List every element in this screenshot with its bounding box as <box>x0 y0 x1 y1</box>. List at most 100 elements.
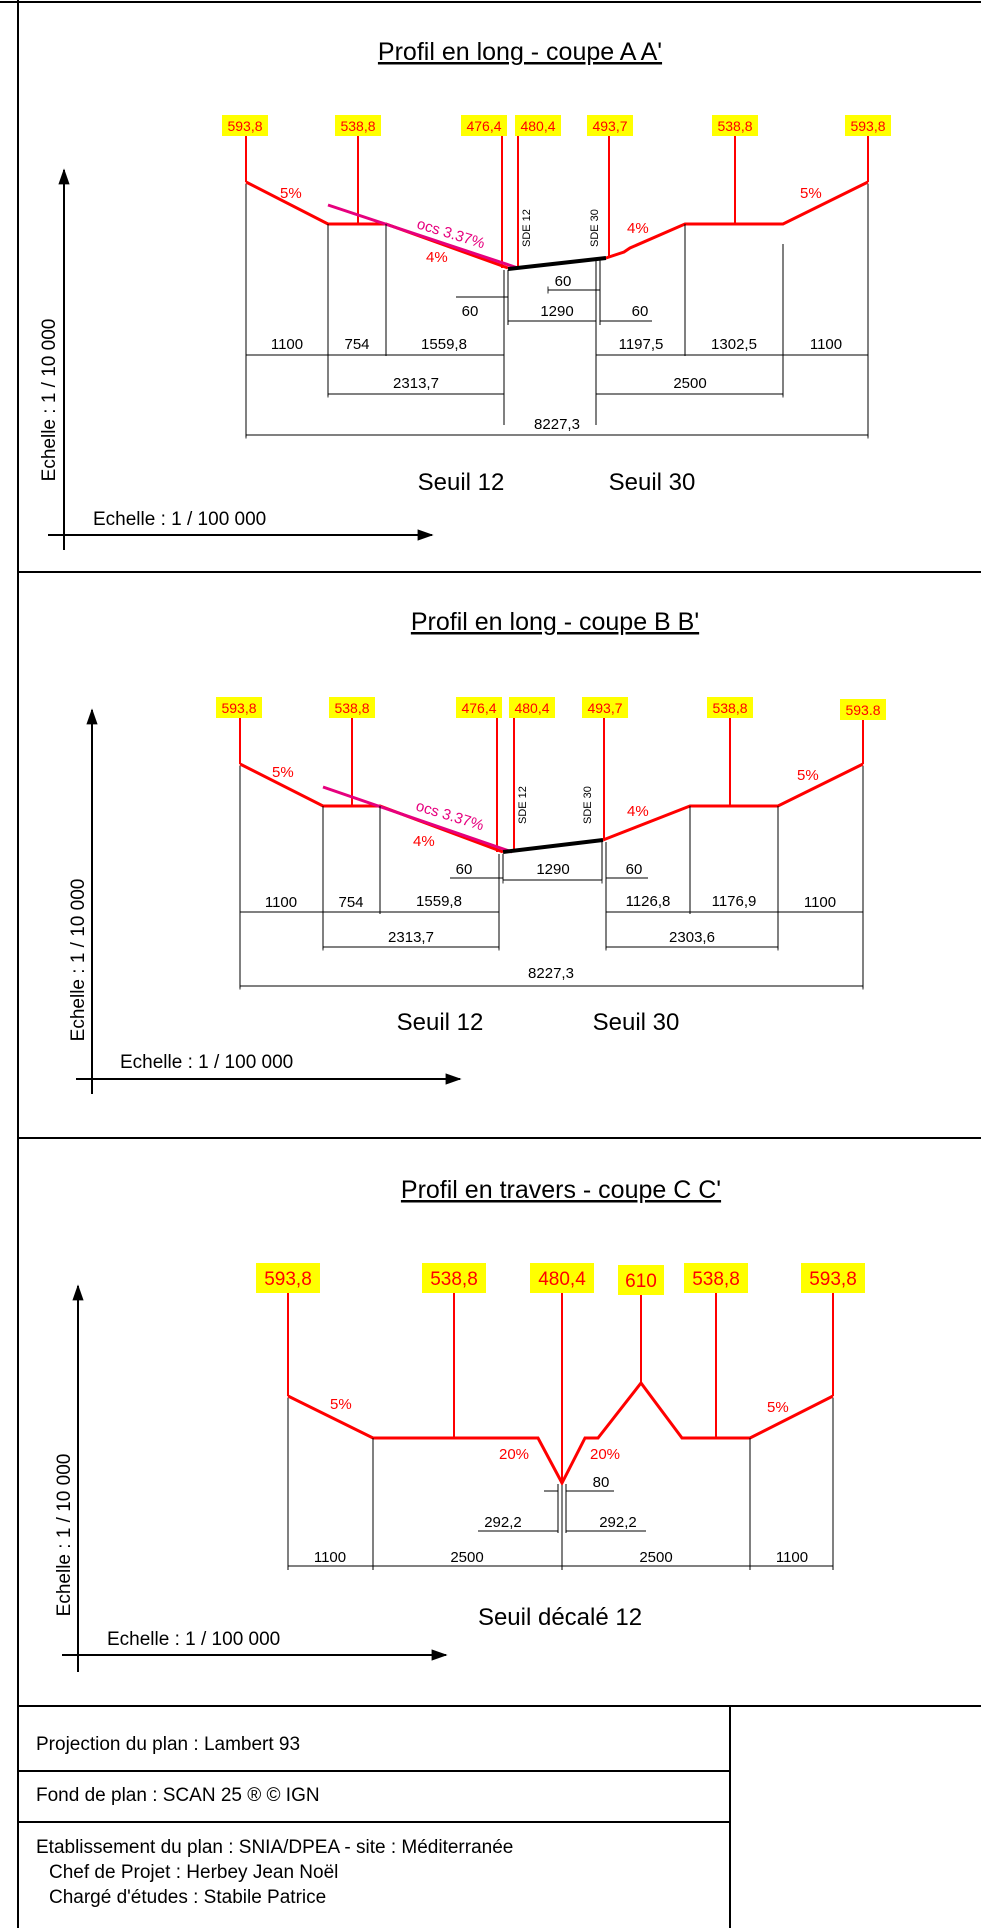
slope-label: 4% <box>627 803 649 820</box>
dimension-lines <box>287 1398 834 1570</box>
dim-value: 292,2 <box>484 1514 522 1531</box>
terrain-profile <box>287 1380 834 1487</box>
slope-label: 5% <box>330 1396 352 1413</box>
dim-value: 1100 <box>265 894 297 911</box>
scale-axes <box>76 708 462 1094</box>
slope-label: 4% <box>426 249 448 266</box>
dim-value: 2313,7 <box>393 375 439 392</box>
scale-axes <box>62 1284 448 1672</box>
elevation-label: 593,8 <box>221 700 256 716</box>
seuil-label: Seuil 12 <box>418 469 505 496</box>
vertical-scale-label: Echelle : 1 / 10 000 <box>68 879 89 1042</box>
dim-value: 80 <box>593 1474 610 1491</box>
elevation-label: 538,8 <box>430 1269 478 1290</box>
slope-label: 20% <box>499 1446 529 1463</box>
elevation-label: 538,8 <box>712 700 747 716</box>
elevation-label: 538,8 <box>692 1269 740 1290</box>
elevation-label: 538,8 <box>717 118 752 134</box>
vertical-scale-label: Echelle : 1 / 10 000 <box>54 1454 75 1617</box>
slope-label: 5% <box>800 185 822 202</box>
chef-text: Chef de Projet : Herbey Jean Noël <box>49 1862 338 1883</box>
vertical-scale-label: Echelle : 1 / 10 000 <box>39 319 60 482</box>
elevation-labels: 593,8 538,8 476,4 480,4 493,7 538,8 593,… <box>222 115 891 136</box>
structure-label: SDE 30 <box>582 786 594 824</box>
elevation-label: 493,7 <box>592 118 627 134</box>
dim-value: 60 <box>632 303 649 320</box>
panel-coupe-bb: Profil en long - coupe B B' 593,8 538,8 … <box>68 608 886 1094</box>
ocs-line <box>327 203 519 270</box>
slope-label: 5% <box>272 764 294 781</box>
structure-label: SDE 30 <box>589 209 601 247</box>
slope-labels: 5% 20% 20% 5% <box>330 1396 789 1463</box>
projection-text: Projection du plan : Lambert 93 <box>36 1734 300 1755</box>
dim-value: 1100 <box>804 894 836 911</box>
seuil-label: Seuil 30 <box>593 1009 680 1036</box>
panel-title: Profil en long - coupe B B' <box>411 608 699 636</box>
slope-label: 4% <box>413 833 435 850</box>
elevation-label: 493,7 <box>587 700 622 716</box>
seuil-label: Seuil 12 <box>397 1009 484 1036</box>
dim-value: 1100 <box>271 336 303 353</box>
ocs-line <box>322 785 513 854</box>
dim-value: 1126,8 <box>626 893 671 910</box>
slope-label: 4% <box>627 220 649 237</box>
structure-label: SDE 12 <box>521 209 533 247</box>
elevation-label: 593.8 <box>845 702 880 718</box>
elevation-labels: 593,8 538,8 480,4 610 538,8 593,8 <box>256 1263 865 1295</box>
fond-text: Fond de plan : SCAN 25 ® © IGN <box>36 1785 320 1806</box>
panel-title: Profil en travers - coupe C C' <box>401 1176 721 1204</box>
dim-value: 8227,3 <box>534 416 580 433</box>
slope-label: 20% <box>590 1446 620 1463</box>
dim-value: 1176,9 <box>712 893 757 910</box>
dimension-lines <box>239 766 864 990</box>
slope-label: 5% <box>767 1399 789 1416</box>
elevation-label: 610 <box>625 1271 657 1292</box>
elevation-markers <box>239 718 864 852</box>
elevation-markers <box>245 136 869 268</box>
horizontal-scale-label: Echelle : 1 / 100 000 <box>120 1052 293 1073</box>
elevation-label: 480,4 <box>514 700 549 716</box>
horizontal-scale-label: Echelle : 1 / 100 000 <box>93 509 266 530</box>
elevation-label: 593,8 <box>264 1269 312 1290</box>
terrain-profile <box>602 762 864 842</box>
scale-axes <box>48 168 434 550</box>
dimension-values: 60 60 1290 60 1100 754 1559,8 1197,5 130… <box>271 273 842 433</box>
elevation-label: 538,8 <box>334 700 369 716</box>
dim-value: 2303,6 <box>669 929 715 946</box>
dim-value: 60 <box>555 273 572 290</box>
dimension-values: 80 292,2 292,2 1100 2500 2500 1100 <box>314 1474 808 1566</box>
seuil-label: Seuil décalé 12 <box>478 1604 642 1631</box>
elevation-label: 476,4 <box>461 700 496 716</box>
dim-value: 2500 <box>450 1549 483 1566</box>
horizontal-scale-label: Echelle : 1 / 100 000 <box>107 1629 280 1650</box>
dim-value: 1290 <box>540 303 573 320</box>
dim-value: 1290 <box>536 861 569 878</box>
dim-value: 1100 <box>810 336 842 353</box>
elevation-label: 593,8 <box>809 1269 857 1290</box>
elevation-label: 593,8 <box>850 118 885 134</box>
structure-label: SDE 12 <box>517 786 529 824</box>
dim-value: 1100 <box>314 1549 346 1566</box>
dimension-lines <box>245 184 869 439</box>
slope-label: ocs 3.37% <box>414 798 486 835</box>
panel-coupe-cc: Profil en travers - coupe C C' 593,8 538… <box>54 1176 865 1672</box>
terrain-profile <box>605 180 869 260</box>
panel-coupe-aa: Profil en long - coupe A A' 593,8 538,8 … <box>39 38 891 550</box>
dimension-values: 60 1290 60 1100 754 1559,8 1126,8 1176,9… <box>265 861 836 982</box>
elevation-label: 480,4 <box>538 1269 586 1290</box>
dim-value: 2313,7 <box>388 929 434 946</box>
dim-value: 754 <box>338 894 363 911</box>
elevation-labels: 593,8 538,8 476,4 480,4 493,7 538,8 593.… <box>216 697 886 720</box>
dim-value: 2500 <box>673 375 706 392</box>
dim-value: 1559,8 <box>421 336 467 353</box>
dim-value: 60 <box>462 303 479 320</box>
dim-value: 1197,5 <box>619 336 664 353</box>
dim-value: 2500 <box>639 1549 672 1566</box>
dim-value: 1100 <box>776 1549 808 1566</box>
dim-value: 60 <box>626 861 643 878</box>
dim-value: 754 <box>344 336 369 353</box>
elevation-label: 480,4 <box>520 118 555 134</box>
charge-text: Chargé d'études : Stabile Patrice <box>49 1887 326 1908</box>
dim-value: 60 <box>456 861 473 878</box>
